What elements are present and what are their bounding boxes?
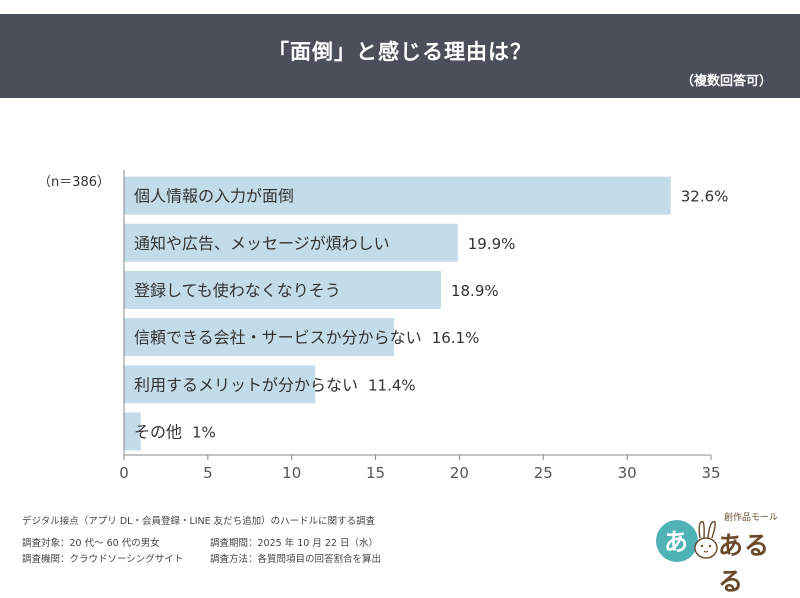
category-label-4: 利用するメリットが分からない	[134, 375, 358, 394]
x-tick-label-5: 25	[534, 464, 553, 482]
category-label-3: 信頼できる会社・サービスか分からない	[134, 328, 422, 347]
category-label-5: その他	[134, 422, 182, 441]
survey-name: デジタル接点（アプリ DL・会員登録・LINE 友だち追加）のハードルに関する調…	[22, 516, 376, 527]
header-banner: 「面倒」と感じる理由は？ （複数回答可）	[0, 14, 800, 98]
value-label-0: 32.6%	[681, 188, 729, 206]
survey-target: 調査対象：20 代～ 60 代の男女	[22, 538, 160, 549]
sample-size-label: （n＝386）	[38, 175, 110, 190]
x-tick-label-3: 15	[366, 464, 385, 482]
multiple-answer-note: （複数回答可）	[680, 74, 772, 89]
value-label-5: 1%	[192, 423, 216, 441]
bar-5	[124, 412, 141, 451]
bar-3	[124, 318, 395, 357]
x-tick-label-6: 30	[618, 464, 637, 482]
survey-method: 調査方法：各質問項目の回答割合を算出	[210, 554, 382, 565]
logo-mark: あ	[664, 528, 688, 556]
logo-circle	[656, 520, 698, 562]
bar-1	[124, 223, 458, 262]
logo-subtitle: 創作品モール	[724, 513, 779, 523]
category-label-1: 通知や広告、メッセージが煩わしい	[134, 234, 390, 253]
value-label-2: 18.9%	[451, 282, 499, 300]
x-tick-label-0: 0	[119, 464, 129, 482]
logo-wordmark: あるる	[718, 531, 771, 596]
chart-title: 「面倒」と感じる理由は？	[268, 40, 532, 64]
survey-agency: 調査機関：クラウドソーシングサイト	[22, 554, 184, 565]
bar-2	[124, 270, 441, 309]
x-tick-label-7: 35	[701, 464, 720, 482]
x-tick-label-2: 10	[282, 464, 301, 482]
bar-chart: （n＝386） 個人情報の入力が面倒 32.6% 通知や広告、メッセージが煩わしい 19…	[38, 170, 729, 482]
value-label-4: 11.4%	[368, 376, 416, 394]
x-tick-label-1: 5	[203, 464, 213, 482]
category-label-0: 個人情報の入力が面倒	[134, 187, 294, 206]
rabbit-icon	[694, 520, 718, 559]
bar-0	[124, 176, 671, 215]
x-tick-label-4: 20	[450, 464, 469, 482]
bar-4	[124, 365, 316, 404]
survey-period: 調査期間：2025 年 10 月 22 日（水）	[210, 538, 378, 549]
value-label-1: 19.9%	[468, 235, 516, 253]
category-label-2: 登録しても使わなくなりそう	[134, 281, 341, 300]
aruru-logo: あ あるる 創作品モール	[656, 508, 788, 596]
value-label-3: 16.1%	[432, 329, 480, 347]
